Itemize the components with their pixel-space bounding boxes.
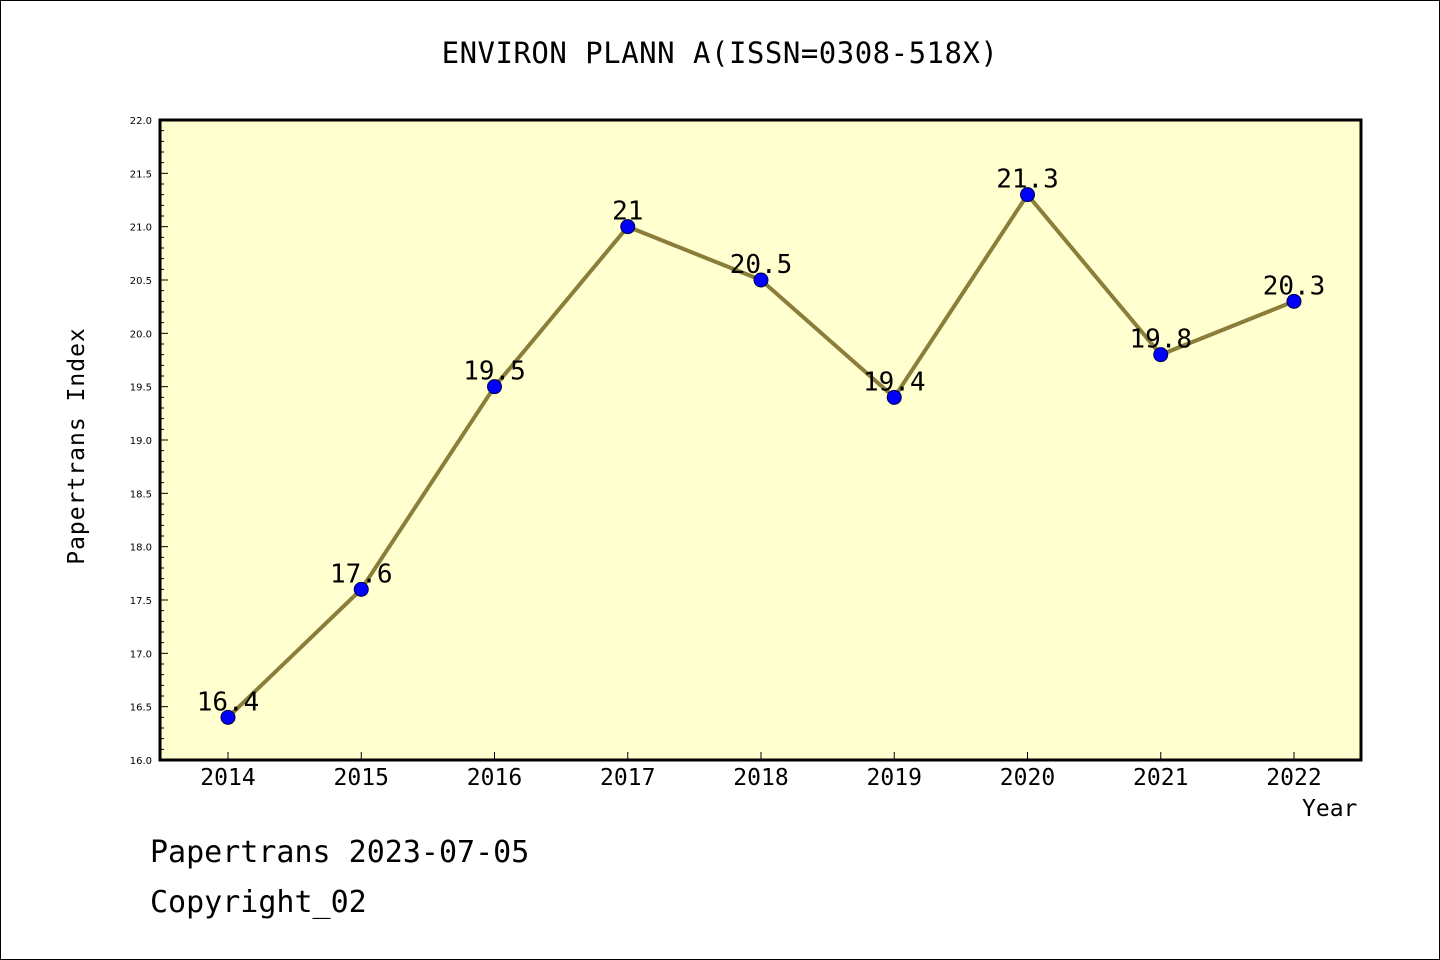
y-tick-label: 19.5 <box>130 383 152 394</box>
y-tick-label: 22.0 <box>130 116 152 127</box>
data-label: 21.3 <box>996 165 1059 195</box>
x-tick-label: 2016 <box>467 765 522 791</box>
y-tick-label: 19.0 <box>130 436 152 447</box>
data-label: 17.6 <box>330 559 393 589</box>
y-tick-label: 17.5 <box>130 596 152 607</box>
x-tick-label: 2022 <box>1266 765 1321 791</box>
chart-title: ENVIRON PLANN A(ISSN=0308-518X) <box>441 36 999 70</box>
x-axis-ticks: 2014 2015 2016 2017 2018 2019 2020 2021 2022 <box>200 752 1322 791</box>
x-tick-label: 2021 <box>1133 765 1188 791</box>
x-axis-label: Year <box>1302 796 1358 822</box>
data-label: 20.3 <box>1263 271 1326 301</box>
footer-copyright: Copyright_02 <box>150 885 367 920</box>
data-label: 16.4 <box>197 687 260 717</box>
y-tick-label: 21.5 <box>130 169 152 180</box>
data-labels: 16.4 17.6 19.5 21 20.5 19.4 21.3 19.8 20.3 <box>197 165 1326 718</box>
data-point <box>353 581 369 597</box>
data-label: 21 <box>612 197 643 227</box>
data-label: 20.5 <box>730 250 793 280</box>
y-tick-label: 21.0 <box>130 223 152 234</box>
footer-source: Papertrans 2023-07-05 <box>150 835 530 870</box>
y-tick-label: 20.5 <box>130 276 152 287</box>
data-label: 19.5 <box>463 357 526 387</box>
data-point <box>1286 293 1302 309</box>
data-point <box>1153 347 1169 363</box>
y-tick-label: 16.0 <box>130 756 152 767</box>
x-tick-label: 2019 <box>867 765 922 791</box>
x-tick-label: 2017 <box>600 765 655 791</box>
data-point <box>620 219 636 235</box>
y-tick-label: 18.5 <box>130 489 152 500</box>
y-tick-label: 20.0 <box>130 329 152 340</box>
y-axis-ticks: 16.0 16.5 17.0 17.5 18.0 18.5 19.0 19.5 20.0 20.5… <box>130 116 168 767</box>
data-point <box>487 379 502 395</box>
x-tick-label: 2015 <box>334 765 389 791</box>
data-point <box>886 389 902 405</box>
y-tick-label: 18.0 <box>130 543 152 554</box>
data-label: 19.8 <box>1129 325 1192 355</box>
x-tick-label: 2014 <box>200 765 255 791</box>
plot-area <box>160 120 1361 760</box>
data-point <box>753 272 769 288</box>
x-tick-label: 2020 <box>1000 765 1055 791</box>
data-label: 19.4 <box>863 367 926 397</box>
y-tick-label: 17.0 <box>130 649 152 660</box>
data-point <box>220 709 236 725</box>
series-markers <box>220 187 1302 725</box>
data-point <box>1020 187 1035 203</box>
x-tick-label: 2018 <box>733 765 788 791</box>
y-tick-label: 16.5 <box>130 703 152 714</box>
plot-border <box>158 118 1363 762</box>
